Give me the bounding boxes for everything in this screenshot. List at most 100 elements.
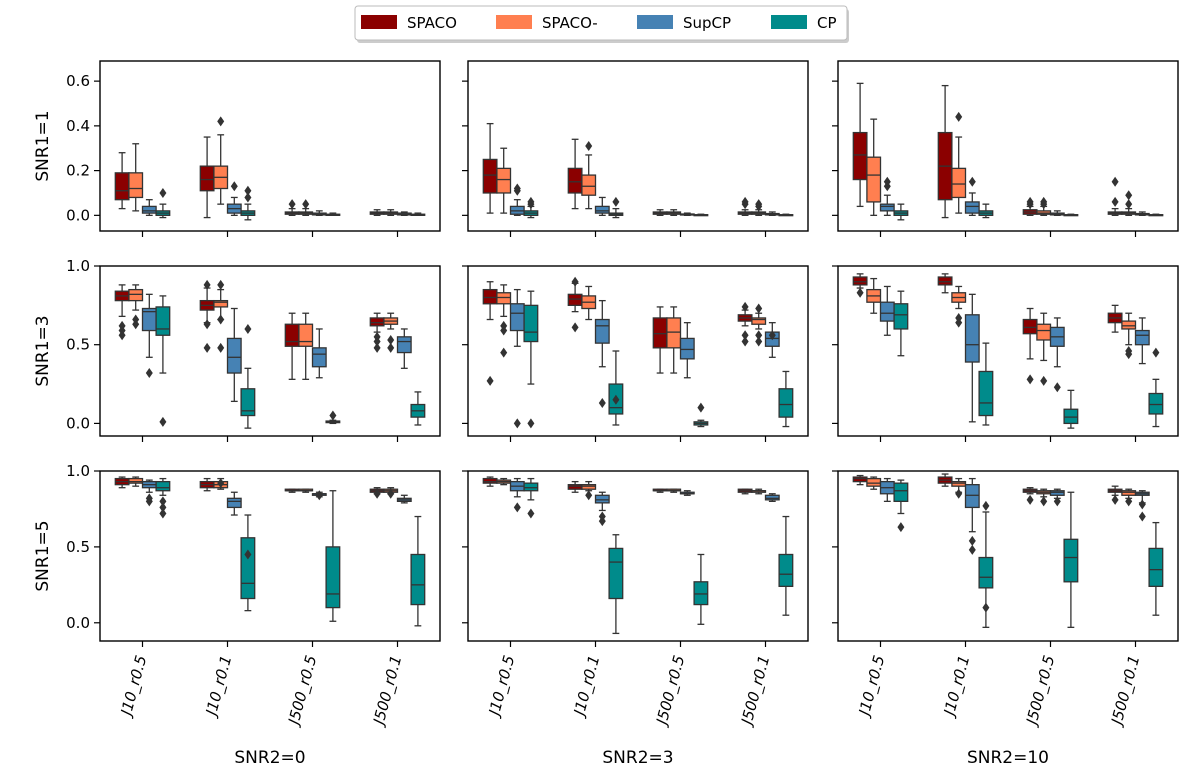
box-body [581, 484, 597, 490]
outlier-point [159, 496, 167, 507]
outlier-point [203, 319, 211, 330]
box-cp-J10_r0.1 [608, 350, 624, 426]
box-cp-J10_r0.5 [155, 295, 171, 374]
box-body [594, 318, 610, 344]
box-spaco-J10_r0.1 [199, 136, 215, 219]
outlier-point [244, 192, 252, 203]
box-spaco-J500_r0.5 [1022, 487, 1038, 495]
box-spaco-J500_r0.5 [666, 306, 682, 374]
box-supcp-J10_r0.1 [226, 307, 242, 403]
y-tick-label: 0.5 [66, 538, 90, 556]
box-cp-J10_r0.5 [155, 203, 171, 219]
box-body [128, 477, 144, 484]
box-spaco-J500_r0.1 [1107, 304, 1123, 333]
outlier-point [755, 330, 763, 341]
box-spaco-J10_r0.5 [482, 122, 498, 214]
box-spaco-J10_r0.5 [114, 284, 130, 318]
outlier-point [486, 375, 494, 386]
box-cp-J10_r0.5 [523, 290, 539, 385]
legend-label: SupCP [683, 14, 731, 32]
y-tick-label: 0.0 [66, 206, 90, 224]
box-spaco-J500_r0.5 [284, 207, 300, 216]
box-body [155, 480, 171, 492]
legend-label: CP [817, 14, 837, 32]
outlier-point [513, 183, 521, 194]
box-supcp-J10_r0.5 [509, 477, 525, 498]
box-spaco-J10_r0.1 [199, 287, 215, 324]
y-tick-label: 1.0 [66, 462, 90, 480]
box-spaco-J10_r0.1 [937, 273, 953, 294]
box-cp-J500_r0.5 [1063, 491, 1079, 628]
box-body [581, 174, 597, 196]
box-spaco-J10_r0.5 [128, 476, 144, 487]
panel-frame [99, 60, 441, 232]
box-supcp-J10_r0.5 [141, 479, 157, 493]
outlier-point [571, 322, 579, 333]
legend-item-spaco: SPACO- [496, 14, 598, 32]
box-supcp-J10_r0.1 [964, 192, 980, 216]
row-label-snr15: SNR1=5 [33, 520, 53, 591]
box-cp-J500_r0.5 [1063, 389, 1079, 429]
legend-swatch [496, 15, 532, 29]
box-body [951, 167, 967, 199]
box-body [978, 370, 994, 417]
box-supcp-J500_r0.1 [396, 211, 412, 216]
box-spaco-J10_r0.5 [866, 118, 882, 216]
outlier-point [1125, 190, 1133, 201]
panel-frame [837, 265, 1179, 437]
box-spaco-J10_r0.1 [567, 282, 583, 313]
box-cp-J10_r0.1 [240, 203, 256, 221]
outlier-point [856, 287, 864, 298]
legend-item-spaco: SPACO [361, 14, 457, 32]
outlier-point [217, 279, 225, 290]
outlier-point [1053, 496, 1061, 507]
box-body [666, 317, 682, 349]
box-spaco-J500_r0.5 [652, 306, 668, 374]
y-tick-label: 0.5 [66, 336, 90, 354]
box-body [240, 388, 256, 417]
box-body [951, 480, 967, 487]
column-label-snr210: SNR2=10 [967, 748, 1049, 768]
y-tick-label: 1.0 [66, 257, 90, 275]
box-body [114, 172, 130, 201]
panel-frame [837, 60, 1179, 232]
x-tick-label: J10_r0.5 [116, 653, 151, 720]
x-tick-label: J500_r0.5 [1022, 653, 1059, 729]
box-spaco-J500_r0.1 [751, 312, 767, 330]
box-spaco-J500_r0.1 [383, 209, 399, 216]
x-tick-label: J10_r0.1 [569, 653, 604, 720]
box-cp-J10_r0.1 [978, 203, 994, 219]
box-body [964, 201, 980, 214]
box-body [509, 303, 525, 332]
box-cp-J500_r0.5 [693, 213, 709, 217]
outlier-point [315, 490, 323, 501]
box-cp-J500_r0.1 [778, 213, 794, 217]
outlier-point [897, 522, 905, 533]
outlier-point [217, 116, 225, 127]
box-supcp-J10_r0.5 [509, 199, 525, 216]
x-tick-label: J500_r0.1 [737, 653, 774, 729]
outlier-point [982, 602, 990, 613]
outlier-point [513, 418, 521, 429]
box-cp-J10_r0.1 [978, 342, 994, 426]
box-body [567, 293, 583, 307]
outlier-point [132, 319, 140, 330]
panel-frame [467, 470, 809, 642]
box-cp-J500_r0.1 [410, 212, 426, 216]
box-cp-J10_r0.5 [893, 203, 909, 221]
box-body [240, 537, 256, 600]
legend-label: SPACO- [542, 14, 598, 32]
box-cp-J10_r0.1 [240, 514, 256, 612]
box-spaco-J10_r0.5 [128, 284, 144, 311]
box-body [879, 203, 895, 212]
box-body [608, 547, 624, 600]
y-tick-label: 0.0 [66, 614, 90, 632]
box-supcp-J10_r0.1 [964, 477, 980, 533]
box-supcp-J10_r0.5 [879, 194, 895, 216]
box-spaco-J10_r0.1 [567, 138, 583, 210]
box-body [778, 388, 794, 418]
box-body [298, 323, 314, 347]
outlier-point [612, 196, 620, 207]
outlier-point [968, 535, 976, 546]
outlier-point [598, 516, 606, 527]
